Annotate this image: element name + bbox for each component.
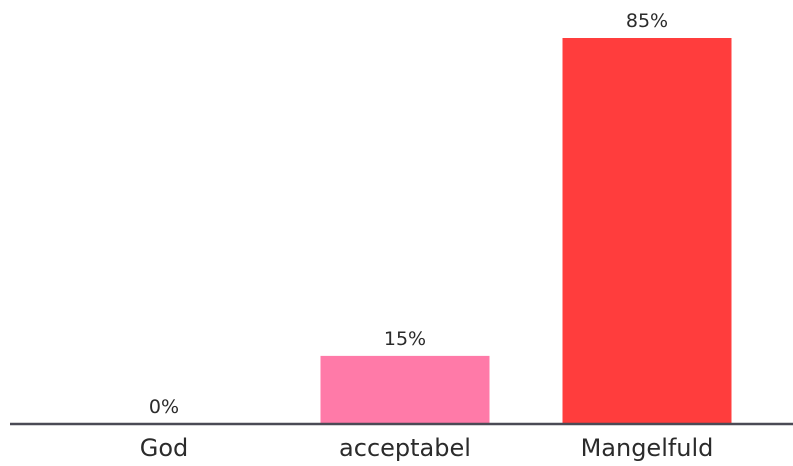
data-label-god: 0% [149, 396, 179, 418]
category-labels-group: God acceptabel Mangelfuld [140, 434, 714, 462]
data-label-acceptabel: 15% [384, 328, 426, 350]
value-labels-group: 0% 15% 85% [149, 10, 668, 418]
bar-mangelfuld [562, 38, 732, 424]
category-label-mangelfuld: Mangelfuld [581, 434, 714, 462]
bars-group [320, 38, 732, 424]
data-label-mangelfuld: 85% [626, 10, 668, 32]
category-label-god: God [140, 434, 189, 462]
category-label-acceptabel: acceptabel [339, 434, 471, 462]
bar-acceptabel [320, 355, 490, 424]
